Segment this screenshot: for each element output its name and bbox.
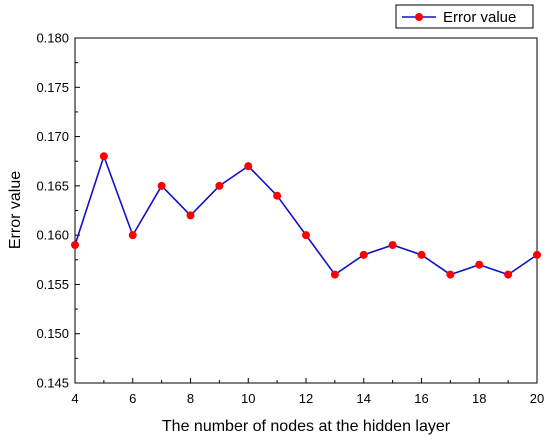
data-point bbox=[157, 181, 166, 190]
data-point bbox=[446, 270, 455, 279]
y-tick-label: 0.160 bbox=[36, 228, 69, 243]
y-tick-label: 0.150 bbox=[36, 326, 69, 341]
series-line bbox=[74, 153, 538, 276]
data-point bbox=[302, 231, 310, 240]
ticks bbox=[74, 37, 538, 384]
x-tick-label: 12 bbox=[299, 391, 313, 406]
axes bbox=[74, 37, 538, 384]
legend: Error value bbox=[395, 4, 534, 29]
data-point bbox=[388, 241, 397, 249]
x-tick-label: 8 bbox=[187, 391, 194, 406]
y-tick-label: 0.145 bbox=[36, 376, 69, 391]
plot-frame bbox=[74, 37, 538, 384]
y-tick-label: 0.165 bbox=[36, 178, 69, 193]
x-tick-label: 14 bbox=[357, 391, 371, 406]
data-point bbox=[244, 162, 253, 171]
x-tick-label: 20 bbox=[530, 391, 544, 406]
tick-labels: 4 6 8 10 12 14 16 18 20 0.145 0.150 0.155 0.160 0.165… bbox=[36, 31, 544, 407]
y-tick-label: 0.180 bbox=[36, 31, 69, 46]
x-tick-label: 18 bbox=[472, 391, 486, 406]
x-tick-label: 4 bbox=[71, 391, 78, 406]
data-point bbox=[533, 250, 541, 259]
legend-marker bbox=[415, 13, 423, 21]
data-point bbox=[330, 270, 339, 279]
data-point bbox=[273, 191, 282, 200]
series bbox=[71, 152, 541, 279]
data-point bbox=[417, 250, 426, 259]
data-point bbox=[99, 152, 108, 161]
y-tick-label: 0.155 bbox=[36, 277, 69, 292]
data-point bbox=[504, 270, 513, 279]
x-tick-label: 10 bbox=[241, 391, 255, 406]
y-tick-label: 0.175 bbox=[36, 80, 69, 95]
data-point bbox=[186, 211, 195, 220]
legend-label: Error value bbox=[443, 9, 516, 26]
data-point bbox=[475, 260, 484, 269]
data-point bbox=[359, 250, 368, 259]
legend-box bbox=[395, 4, 534, 29]
x-tick-label: 6 bbox=[129, 391, 136, 406]
y-axis-label: Error value bbox=[7, 171, 24, 249]
data-point bbox=[128, 231, 137, 240]
data-point bbox=[71, 241, 79, 249]
x-axis-label: The number of nodes at the hidden layer bbox=[162, 418, 451, 435]
y-tick-label: 0.170 bbox=[36, 129, 69, 144]
x-tick-label: 16 bbox=[414, 391, 428, 406]
data-point bbox=[215, 181, 224, 190]
